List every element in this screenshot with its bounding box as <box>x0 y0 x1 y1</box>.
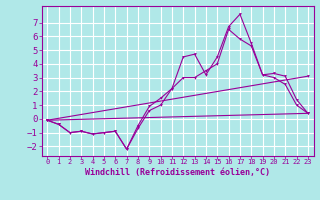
X-axis label: Windchill (Refroidissement éolien,°C): Windchill (Refroidissement éolien,°C) <box>85 168 270 177</box>
